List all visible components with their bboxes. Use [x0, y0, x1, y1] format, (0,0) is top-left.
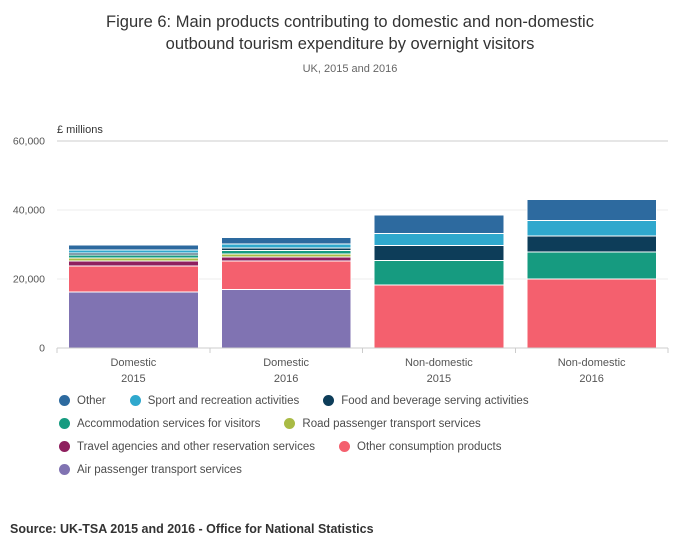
x-axis-year-label: 2015 [427, 373, 451, 385]
x-axis-category-label: Non-domestic [558, 357, 626, 369]
stacked-bar-chart: 0 20,000 40,000 60,000 £ millions Domestic 201… [13, 124, 669, 385]
source-note: Source: UK-TSA 2015 and 2016 - Office fo… [10, 522, 374, 536]
x-axis-category-label: Domestic [263, 357, 309, 369]
legend-item-accommodation-services-for-visitors[interactable]: Accommodation services for visitors [59, 418, 260, 430]
legend-marker-icon [129, 395, 141, 407]
y-axis-unit-label: £ millions [57, 124, 103, 136]
legend-item-other-consumption-products[interactable]: Other consumption products [339, 441, 501, 453]
bar-segment [526, 219, 657, 237]
legend-label: Accommodation services for visitors [77, 417, 261, 430]
legend-label: Other [77, 394, 106, 407]
legend-marker-icon [339, 441, 350, 453]
x-axis-year-label: 2015 [121, 373, 145, 385]
bar-segment [68, 260, 199, 266]
legend-marker-icon [323, 395, 335, 407]
legend-label: Road passenger transport services [302, 417, 481, 430]
bar-segment [373, 259, 505, 285]
legend-row: Air passenger transport services [59, 464, 700, 476]
x-axis-category-label: Non-domestic [405, 357, 473, 369]
legend-label: Other consumption products [357, 440, 502, 453]
legend-label: Travel agencies and other reservation se… [77, 440, 315, 453]
legend-row: Travel agencies and other reservation se… [59, 441, 700, 453]
bar-segment [68, 243, 199, 251]
bar-segment [220, 243, 352, 248]
legend-row: Accommodation services for visitors Road … [59, 418, 700, 430]
legend-label: Food and beverage serving activities [341, 394, 529, 407]
bar-segment [220, 236, 352, 245]
legend-label: Air passenger transport services [77, 463, 242, 476]
legend-marker-icon [284, 418, 296, 430]
legend-row: Other Sport and recreation activities Food… [59, 395, 700, 407]
bar-segment [68, 264, 199, 292]
bar-segment [220, 255, 352, 262]
legend-label: Sport and recreation activities [147, 394, 300, 407]
bar-segment [373, 283, 505, 349]
chart-title: Figure 6: Main products contributing to … [0, 0, 700, 56]
y-axis-tick-label: 0 [39, 342, 45, 354]
bar-segment [526, 235, 657, 253]
legend-item-food-and-beverage-serving-activities[interactable]: Food and beverage serving activities [323, 394, 529, 407]
bar-segment [373, 244, 505, 261]
x-axis-category-label: Domestic [110, 357, 156, 369]
legend-marker-icon [59, 464, 70, 476]
x-axis-year-label: 2016 [274, 373, 298, 385]
y-axis-tick-label: 60,000 [13, 135, 45, 147]
bar-segment [68, 290, 199, 349]
legend-item-other[interactable]: Other [59, 395, 106, 407]
bar-segment [526, 251, 657, 280]
legend-marker-icon [59, 441, 70, 453]
legend-item-air-passenger-transport-services[interactable]: Air passenger transport services [59, 464, 242, 476]
x-axis-year-label: 2016 [579, 373, 603, 385]
chart-legend: Other Sport and recreation activities Food… [0, 395, 700, 476]
legend-item-travel-agencies-and-other-reservation-services[interactable]: Travel agencies and other reservation se… [59, 441, 315, 453]
legend-item-road-passenger-transport-services[interactable]: Road passenger transport services [284, 417, 481, 430]
bar-segment [373, 232, 505, 246]
y-axis-tick-label: 20,000 [13, 273, 45, 285]
chart-title-line2: outbound tourism expenditure by overnigh… [165, 34, 535, 53]
legend-item-sport-and-recreation-activities[interactable]: Sport and recreation activities [129, 394, 300, 407]
chart-subtitle: UK, 2015 and 2016 [302, 62, 398, 75]
chart-title-line1: Figure 6: Main products contributing to … [106, 13, 594, 31]
bar-segment [220, 288, 352, 349]
bar-segment [526, 278, 657, 349]
legend-marker-icon [59, 395, 70, 407]
bar-segment [373, 213, 505, 234]
legend-marker-icon [59, 418, 70, 430]
bar-segment [526, 198, 657, 221]
bar-segment [220, 260, 352, 290]
y-axis-tick-label: 40,000 [13, 204, 45, 216]
